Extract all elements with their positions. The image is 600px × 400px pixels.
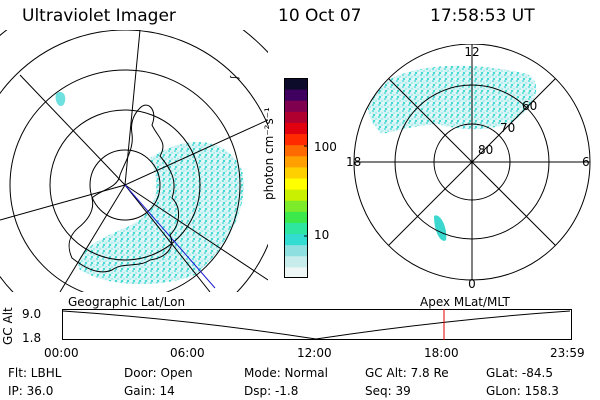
left-meridians — [0, 30, 268, 292]
colorbar-segment — [284, 89, 308, 101]
colorbar-segment — [284, 178, 308, 190]
mlt-label-6: 6 — [582, 155, 590, 169]
gain-status: Gain: 14 — [124, 384, 175, 398]
colorbar-segment — [284, 111, 308, 123]
colorbar-segment — [284, 233, 308, 246]
dsp-status: Dsp: -1.8 — [244, 384, 299, 398]
left-latitude-circles — [0, 30, 268, 292]
colorbar-segment — [284, 255, 308, 268]
colorbar-segment — [284, 144, 308, 157]
right-emission-regions — [367, 65, 537, 241]
colorbar-tick-10: 10 — [314, 228, 330, 242]
left-panel-caption: Geographic Lat/Lon — [68, 295, 186, 309]
continent-outline — [68, 104, 179, 273]
lat-label-80: 80 — [478, 143, 493, 157]
mlt-label-12: 12 — [464, 45, 479, 59]
colorbar-segment — [284, 200, 308, 212]
mode-status: Mode: Normal — [244, 366, 328, 380]
altitude-curve — [62, 310, 571, 340]
colorbar-segment — [284, 244, 308, 257]
colorbar-gradient — [284, 78, 308, 278]
colorbar-segment — [284, 78, 308, 90]
filter-status: Flt: LBHL — [8, 366, 62, 380]
right-panel-caption: Apex MLat/MLT — [420, 295, 510, 309]
colorbar-segment — [284, 166, 308, 179]
altitude-xtick-12: 12:00 — [297, 346, 332, 360]
colorbar-tick-100: 100 — [314, 140, 337, 154]
lat-label-70: 70 — [500, 121, 515, 135]
mlt-label-0: 0 — [468, 277, 476, 290]
colorbar-segment — [284, 222, 308, 235]
geographic-polar-image: ∫ — [0, 30, 268, 292]
altitude-ytick-low: 1.8 — [22, 331, 42, 345]
lat-label-60: 60 — [522, 99, 537, 113]
colorbar-segment — [284, 266, 308, 278]
colorbar — [284, 78, 308, 278]
glat-status: GLat: -84.5 — [486, 366, 553, 380]
gc-alt-status: GC Alt: 7.8 Re — [365, 366, 449, 380]
left-edge-mark: ∫ — [229, 75, 240, 80]
colorbar-unit-label: photon cm⁻²s⁻¹ — [262, 107, 276, 200]
altitude-ytick-high: 9.0 — [22, 307, 42, 321]
left-track-line — [124, 184, 216, 289]
altitude-xtick-18: 18:00 — [424, 346, 459, 360]
colorbar-segment — [284, 100, 308, 112]
magnetic-polar-plot: 12 18 6 0 80 70 60 — [346, 44, 591, 290]
ip-status: IP: 36.0 — [8, 384, 54, 398]
altitude-ylabel: GC Alt — [1, 307, 15, 345]
altitude-xtick-0: 00:00 — [44, 346, 79, 360]
mlt-label-18: 18 — [346, 155, 361, 169]
colorbar-segment — [284, 189, 308, 201]
right-mlt-grid — [354, 44, 590, 280]
door-status: Door: Open — [124, 366, 193, 380]
altitude-plot-frame — [62, 309, 572, 340]
altitude-xtick-6: 06:00 — [170, 346, 205, 360]
colorbar-segment — [284, 122, 308, 135]
observation-time: 17:58:53 UT — [430, 6, 535, 26]
altitude-plot — [62, 309, 572, 340]
instrument-title: Ultraviolet Imager — [22, 6, 176, 26]
colorbar-segment — [284, 211, 308, 223]
colorbar-segment — [284, 133, 308, 146]
seq-status: Seq: 39 — [365, 384, 411, 398]
altitude-xtick-end: 23:59 — [550, 346, 585, 360]
colorbar-segment — [284, 155, 308, 168]
glon-status: GLon: 158.3 — [486, 384, 559, 398]
observation-date: 10 Oct 07 — [278, 6, 362, 26]
left-emission-regions — [55, 91, 244, 285]
